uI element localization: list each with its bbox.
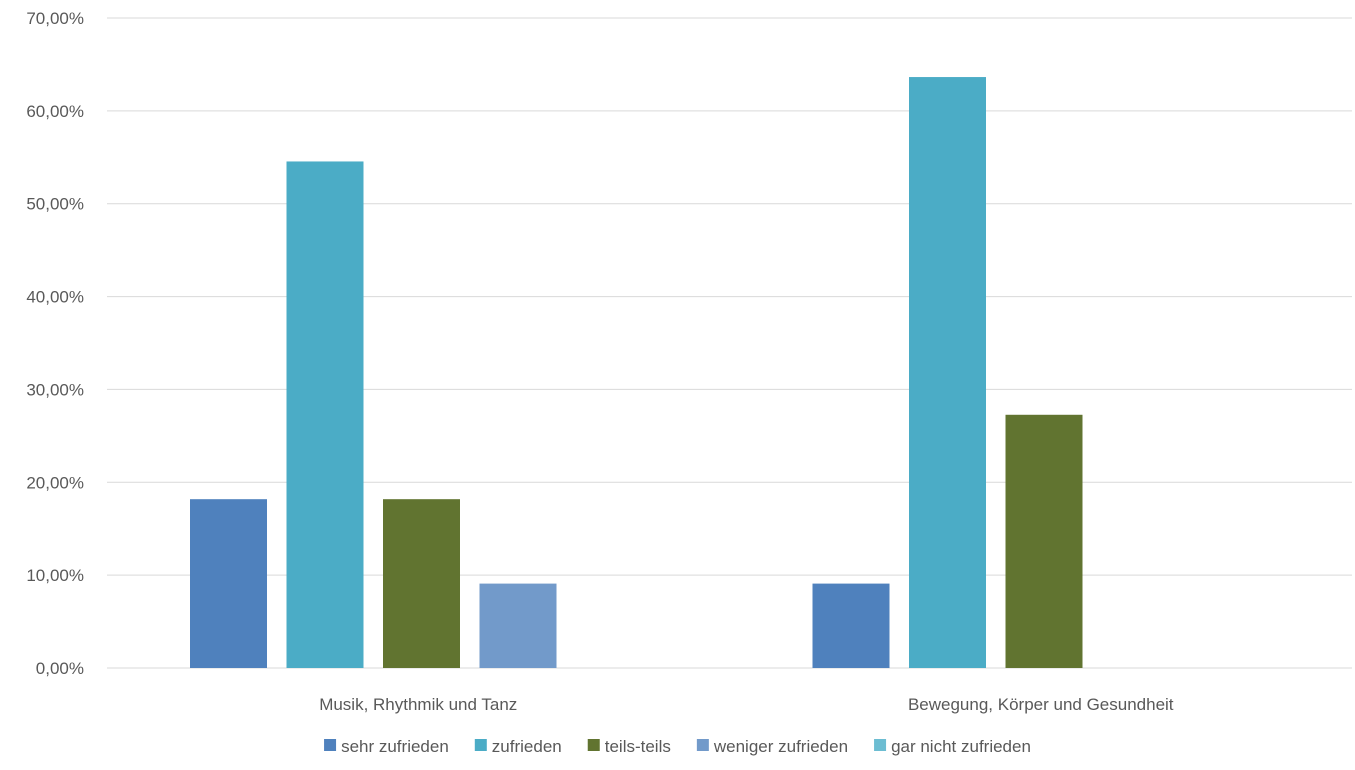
legend-label: sehr zufrieden [341, 737, 449, 756]
bar [286, 161, 364, 668]
bar [812, 583, 890, 668]
y-tick-label: 0,00% [36, 659, 84, 678]
bars [190, 77, 1083, 669]
legend-swatch [874, 739, 887, 751]
legend-swatch [587, 739, 600, 751]
bar [383, 499, 460, 668]
legend-swatch [474, 739, 487, 751]
legend-label: teils-teils [605, 737, 671, 756]
y-axis-tick-labels: 0,00% 10,00% 20,00% 30,00% 40,00% 50,00% 60,00… [26, 9, 84, 678]
bar [190, 499, 267, 668]
y-tick-label: 30,00% [26, 380, 84, 399]
legend: sehr zufrieden zufrieden teils-teils wenige… [324, 737, 1031, 756]
y-tick-label: 70,00% [26, 9, 84, 28]
legend-swatch [696, 739, 709, 751]
y-tick-label: 50,00% [26, 195, 84, 214]
y-tick-label: 20,00% [26, 473, 84, 492]
legend-swatch [324, 739, 337, 751]
x-axis-category-labels: Musik, Rhythmik und Tanz Bewegung, Körper… [319, 695, 1174, 714]
bar [479, 583, 557, 668]
y-tick-label: 40,00% [26, 288, 84, 307]
x-category-label: Musik, Rhythmik und Tanz [319, 695, 517, 714]
bar [909, 77, 986, 669]
y-tick-label: 10,00% [26, 566, 84, 585]
bar [1005, 414, 1083, 668]
legend-label: weniger zufrieden [713, 737, 848, 756]
y-tick-label: 60,00% [26, 102, 84, 121]
legend-label: zufrieden [492, 737, 562, 756]
legend-label: gar nicht zufrieden [891, 737, 1031, 756]
x-category-label: Bewegung, Körper und Gesundheit [908, 695, 1174, 714]
